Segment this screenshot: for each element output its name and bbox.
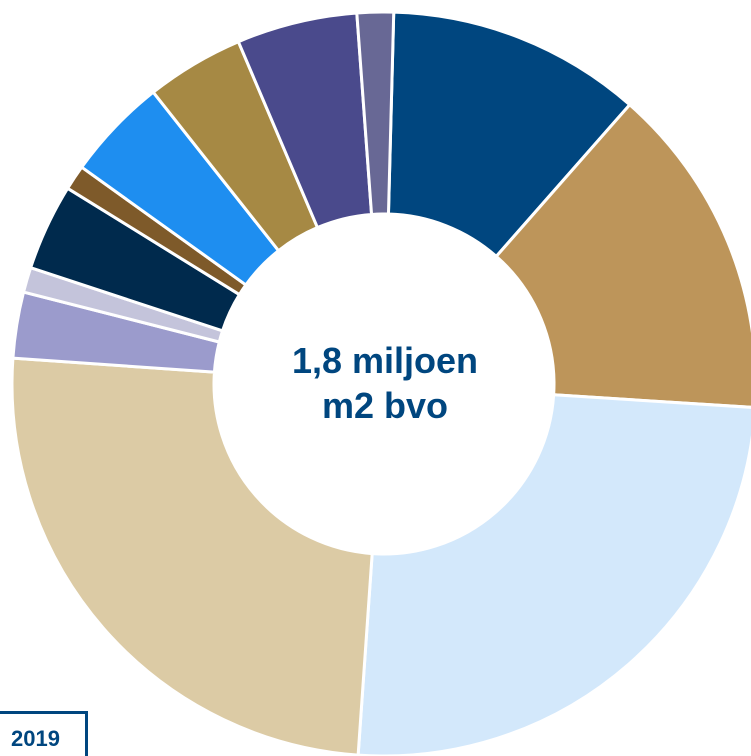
donut-slice-1	[386, 10, 632, 258]
year-badge: 2019	[0, 711, 88, 756]
donut-slice-3	[356, 393, 751, 756]
center-label-line-2: m2 bvo	[321, 385, 449, 426]
donut-slice-4	[10, 356, 374, 756]
donut-slice-2	[494, 103, 751, 409]
center-label-line-1: 1,8 miljoen	[291, 340, 479, 381]
donut-slice-12	[355, 10, 396, 216]
donut-slices	[10, 10, 751, 756]
